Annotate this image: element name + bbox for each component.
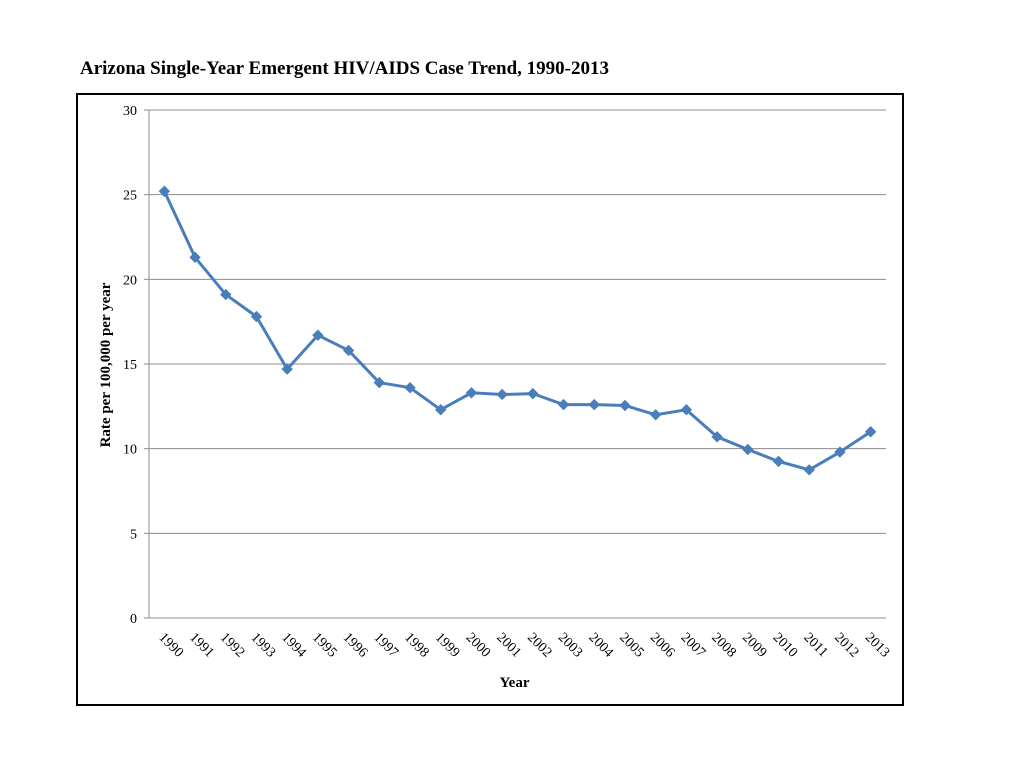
x-tick-label: 2006 (647, 630, 677, 660)
data-point (557, 398, 570, 411)
x-tick-label: 2004 (585, 630, 615, 660)
data-point (680, 404, 693, 416)
x-tick-label: 1996 (340, 630, 370, 660)
y-tick-label: 5 (130, 527, 137, 542)
grid-layer (149, 109, 886, 534)
x-tick-label: 2002 (524, 630, 554, 660)
x-tick-label: 2007 (678, 630, 708, 660)
data-point (803, 464, 815, 476)
x-tick-label: 1990 (156, 630, 186, 660)
data-point (864, 426, 877, 438)
data-point (189, 251, 201, 264)
x-tick-label: 2012 (831, 630, 861, 660)
data-point (342, 344, 355, 357)
series-line (162, 189, 873, 472)
data-point (281, 363, 293, 375)
x-axis-title: Year (500, 675, 530, 691)
data-point (772, 455, 785, 468)
series-layer (158, 185, 877, 476)
data-point (373, 376, 386, 389)
x-tick-label: 2011 (800, 630, 830, 660)
x-tick-label: 1999 (432, 630, 462, 660)
data-point (619, 399, 631, 412)
x-tick-label: 1995 (309, 630, 339, 660)
data-point (742, 443, 754, 456)
data-point (834, 446, 846, 458)
data-point (250, 310, 263, 323)
x-tick-label: 2005 (616, 630, 646, 660)
page-title: Arizona Single-Year Emergent HIV/AIDS Ca… (80, 58, 609, 79)
data-point (649, 409, 662, 421)
data-point (435, 404, 447, 416)
x-tick-label: 1997 (370, 630, 400, 660)
y-tick-label: 0 (130, 612, 137, 627)
label-layer: 0 5 10 15 20 25 30 1990 1991 1992 1993 1994 1995 1996… (98, 104, 892, 691)
y-tick-label: 20 (123, 273, 137, 288)
data-point (220, 288, 232, 301)
x-tick-label: 1991 (186, 630, 216, 660)
x-tick-label: 1998 (401, 630, 431, 660)
x-tick-label: 2003 (555, 630, 585, 660)
y-tick-label: 15 (123, 358, 137, 373)
data-point (711, 431, 723, 443)
data-point (527, 387, 539, 400)
data-point (465, 387, 478, 399)
x-tick-label: 1993 (248, 630, 278, 660)
y-axis-title: Rate per 100,000 per year (98, 282, 114, 447)
y-tick-label: 10 (123, 443, 137, 458)
x-tick-label: 2013 (862, 630, 892, 660)
x-tick-label: 1992 (217, 630, 247, 660)
y-tick-label: 30 (123, 104, 137, 119)
data-point (312, 329, 324, 341)
x-tick-label: 1994 (278, 630, 308, 660)
data-point (588, 398, 600, 411)
data-point (496, 388, 508, 401)
x-tick-label: 2000 (463, 630, 493, 660)
data-point (158, 185, 171, 197)
y-tick-label: 25 (123, 189, 137, 204)
x-tick-label: 2001 (493, 630, 523, 660)
axis-layer (144, 109, 886, 619)
x-tick-label: 2008 (708, 630, 738, 660)
x-tick-label: 2009 (739, 630, 769, 660)
x-tick-label: 2010 (770, 630, 800, 660)
data-point (404, 381, 416, 394)
